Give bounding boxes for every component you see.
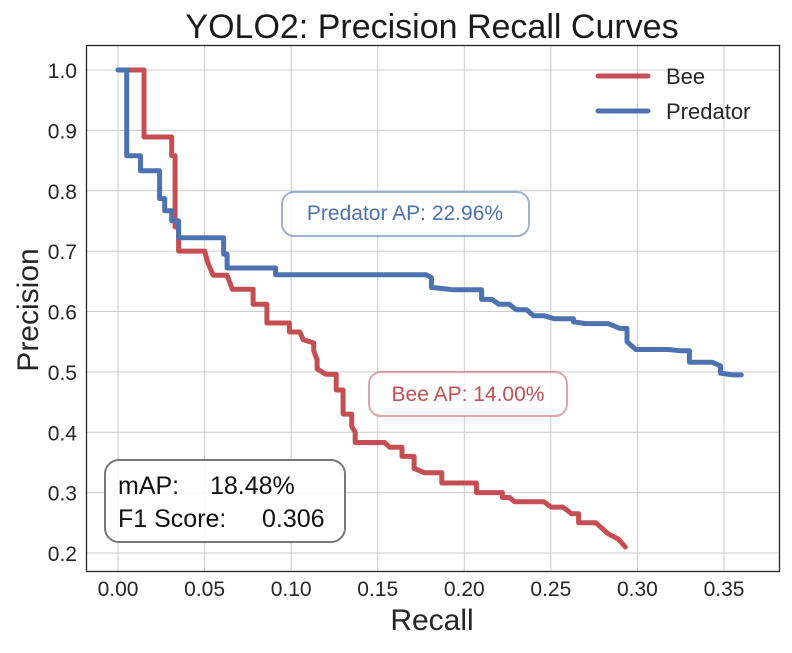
x-tick-label: 0.15 (357, 578, 398, 601)
legend: Bee Predator (595, 64, 750, 124)
summary-box: mAP: 18.48% F1 Score: 0.306 (104, 459, 346, 543)
y-tick-label: 1.0 (48, 60, 77, 83)
y-tick-label: 0.9 (48, 120, 77, 143)
grid (86, 45, 780, 572)
y-axis-label: Precision (12, 248, 45, 371)
x-tick-label: 0.05 (184, 578, 225, 601)
bee-ap-text: Bee AP: 14.00% (392, 383, 545, 406)
x-tick-label: 0.25 (530, 578, 571, 601)
y-tick-label: 0.2 (48, 543, 77, 566)
bee-ap-annotation: Bee AP: 14.00% (368, 371, 568, 417)
ticks: 0.00 0.05 0.10 0.15 0.20 0.25 0.30 0.35 0.2 0.3 0.… (48, 60, 745, 601)
y-tick-label: 0.7 (48, 241, 77, 264)
x-tick-label: 0.35 (704, 578, 745, 601)
x-tick-label: 0.20 (444, 578, 485, 601)
y-tick-label: 0.4 (48, 422, 78, 445)
series-line-bee (115, 67, 628, 550)
series-line-predator (115, 67, 744, 378)
summary-box-frame (104, 459, 346, 543)
x-tick-label: 0.10 (271, 578, 312, 601)
y-tick-label: 0.8 (48, 181, 77, 204)
y-tick-label: 0.6 (48, 302, 77, 325)
f1-value: 0.306 (262, 505, 325, 533)
map-value: 18.48% (210, 472, 295, 500)
f1-label: F1 Score: (118, 505, 226, 533)
predator-ap-text: Predator AP: 22.96% (307, 202, 503, 225)
y-tick-label: 0.3 (48, 483, 77, 506)
map-label: mAP: (118, 472, 179, 500)
legend-label-bee: Bee (666, 64, 705, 89)
bee-ap-box (368, 371, 568, 417)
plot-frame (85, 44, 781, 573)
y-tick-label: 0.5 (48, 362, 77, 385)
series-group (115, 67, 744, 550)
legend-label-predator: Predator (666, 99, 750, 124)
predator-ap-box (281, 191, 530, 237)
chart-title: YOLO2: Precision Recall Curves (185, 8, 678, 46)
x-tick-label: 0.30 (617, 578, 658, 601)
x-tick-label: 0.00 (98, 578, 139, 601)
predator-ap-annotation: Predator AP: 22.96% (281, 191, 530, 237)
x-axis-label: Recall (390, 604, 473, 637)
